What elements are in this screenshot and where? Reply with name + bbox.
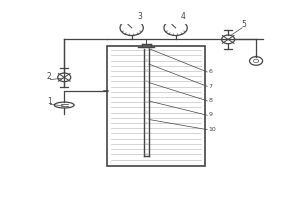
- Text: 6: 6: [208, 69, 212, 74]
- Text: 8: 8: [208, 98, 212, 103]
- Text: 2: 2: [47, 72, 52, 81]
- Text: 5: 5: [241, 20, 246, 29]
- Text: 4: 4: [180, 12, 185, 21]
- Bar: [107, 46, 205, 166]
- Text: 9: 9: [208, 112, 212, 117]
- Text: 1: 1: [47, 97, 52, 106]
- Text: 3: 3: [137, 12, 142, 21]
- Text: 10: 10: [208, 127, 216, 132]
- Text: 7: 7: [208, 84, 212, 89]
